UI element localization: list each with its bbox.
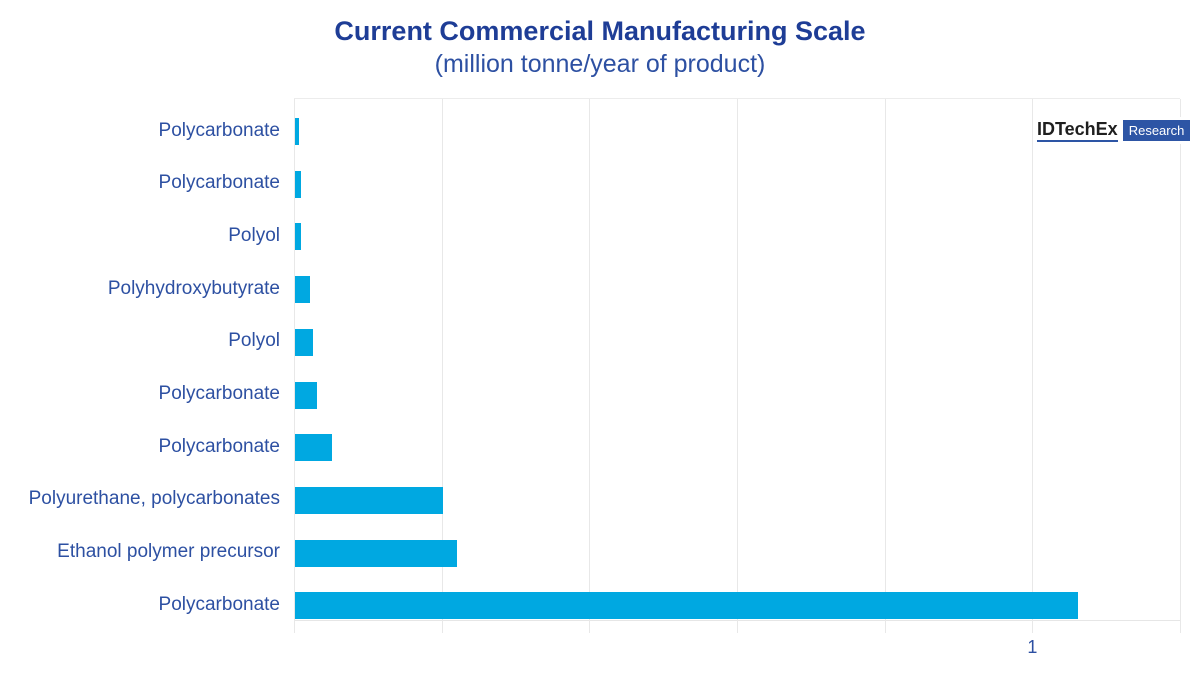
bar-polyhydroxybutyrate [295,276,310,304]
category-label: Polycarbonate [158,383,280,404]
bar-polycarbonate [295,592,1078,620]
chart-title: Current Commercial Manufacturing Scale [334,16,866,46]
gridline [884,99,886,633]
gridline [441,99,443,633]
category-label: Polyhydroxybutyrate [107,277,280,299]
logo-brand-text: IDTechEx [1037,119,1118,142]
category-label: Polycarbonate [158,119,280,141]
bar-polycarbonate [295,434,332,462]
idtechex-logo: IDTechEx Research [1034,117,1194,144]
bar-polycarbonate [295,381,318,409]
bar-polycarbonate [295,170,301,198]
bar-polycarbonate [295,118,299,145]
category-label: Polyurethane, polycarbonates [28,488,280,510]
category-label: Ethanol polymer precursor [57,541,280,563]
category-label: Polyol [228,224,280,246]
gridline [1180,99,1181,633]
gridline [1032,99,1034,633]
gridline [589,99,591,633]
gridline [294,99,295,633]
gridline [737,99,738,633]
chart-subtitle: (million tonne/year of product) [434,50,766,78]
logo-research-badge: Research [1122,120,1191,141]
category-label: Polycarbonate [158,435,280,457]
chart-header: Current Commercial Manufacturing Scale (… [0,14,1200,80]
category-label: Polycarbonate [158,593,280,615]
category-label: Polyol [228,330,280,352]
bar-polyol [295,328,314,356]
category-label: Polycarbonate [158,172,280,194]
bar-polyurethane-polycarbonates [295,486,443,514]
bar-polyol [295,223,301,251]
category-labels: Polycarbonate Polycarbonate Polyol Polyhydr… [0,98,287,621]
bar-ethanol-polymer-precursor [295,539,458,567]
plot-area: 1 [294,98,1181,657]
x-tick-label: 1 [1027,637,1038,657]
